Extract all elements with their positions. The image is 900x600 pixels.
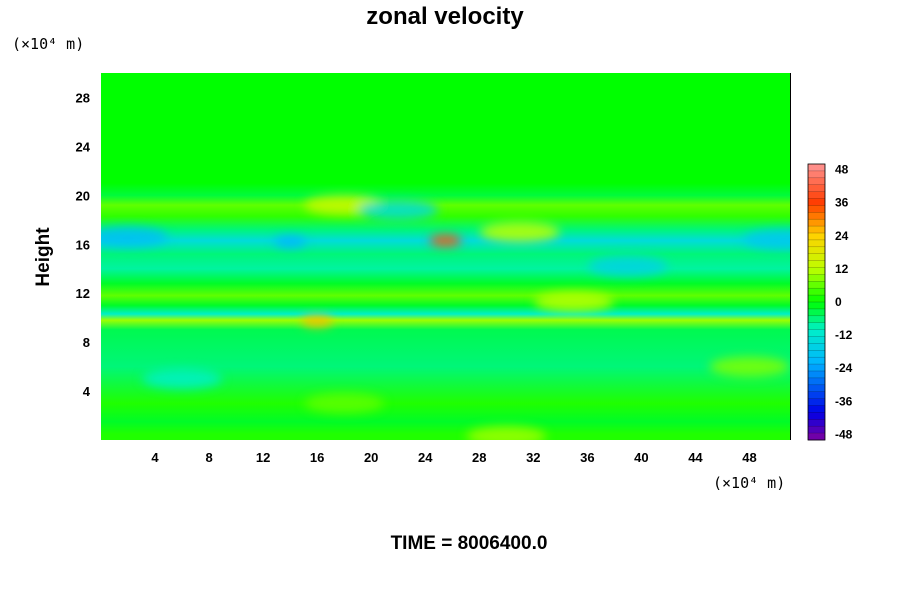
colorbar-tick-label: 12 — [835, 262, 849, 276]
colorbar-tick-label: -48 — [835, 427, 853, 441]
x-tick-label: 36 — [580, 450, 594, 465]
colorbar-cell — [808, 164, 825, 172]
colorbar-cell — [808, 233, 825, 241]
colorbar-cell — [808, 184, 825, 192]
velocity-feature — [587, 256, 668, 277]
colorbar-cell — [808, 260, 825, 268]
colorbar-cell — [808, 288, 825, 296]
colorbar-frame — [807, 163, 826, 441]
colorbar-cell — [808, 274, 825, 282]
colorbar-cell — [808, 329, 825, 337]
colorbar-cell — [808, 212, 825, 220]
y-tick-labels: 4 8 12 16 20 24 28 — [76, 90, 91, 399]
colorbar-cell — [808, 205, 825, 213]
colorbar-tick-label: 36 — [835, 196, 849, 210]
velocity-feature — [709, 356, 790, 377]
y-tick-label: 8 — [83, 335, 90, 350]
colorbar-cell — [808, 377, 825, 386]
colorbar-cell — [808, 239, 825, 248]
colorbar — [807, 163, 826, 441]
velocity-feature — [304, 393, 385, 414]
x-unit-label: (×10⁴ m) — [713, 474, 785, 492]
y-tick-label: 24 — [76, 139, 91, 154]
velocity-feature — [743, 229, 790, 250]
colorbar-cell — [808, 198, 825, 206]
colorbar-tick-label: 48 — [835, 163, 849, 177]
x-tick-label: 20 — [364, 450, 378, 465]
y-tick-label: 12 — [76, 286, 90, 301]
velocity-feature — [358, 200, 439, 221]
velocity-feature — [479, 222, 560, 243]
velocity-feature — [466, 426, 547, 440]
x-tick-label: 8 — [205, 450, 212, 465]
colorbar-cell — [808, 364, 825, 372]
velocity-features — [101, 195, 790, 440]
y-axis-label: Height — [33, 227, 54, 287]
colorbar-tick-label: -24 — [835, 361, 853, 375]
colorbar-cell — [808, 302, 825, 310]
colorbar-tick-label: 24 — [835, 229, 849, 243]
colorbar-cell — [808, 384, 825, 392]
velocity-feature — [101, 226, 169, 247]
colorbar-cell — [808, 336, 825, 344]
colorbar-cell — [808, 253, 825, 261]
colorbar-cell — [808, 308, 825, 317]
colorbar-tick-label: -12 — [835, 328, 853, 342]
colorbar-tick-label: 0 — [835, 295, 842, 309]
colorbar-cell — [808, 191, 825, 199]
y-tick-label: 20 — [76, 188, 90, 203]
time-label: TIME = 8006400.0 — [391, 533, 548, 554]
colorbar-cell — [808, 419, 825, 427]
plot-area — [101, 73, 790, 440]
x-tick-label: 28 — [472, 450, 486, 465]
colorbar-cell — [808, 246, 825, 254]
x-tick-label: 16 — [310, 450, 324, 465]
x-tick-labels: 4 8 12 16 20 24 28 32 36 40 44 48 — [151, 450, 756, 465]
colorbar-cell — [808, 315, 825, 323]
y-unit-label: (×10⁴ m) — [12, 35, 84, 53]
colorbar-cell — [808, 371, 825, 379]
colorbar-cell — [808, 267, 825, 275]
x-tick-label: 32 — [526, 450, 540, 465]
velocity-feature — [274, 235, 307, 248]
colorbar-cell — [808, 391, 825, 399]
colorbar-cell — [808, 433, 825, 441]
x-tick-label: 12 — [256, 450, 270, 465]
colorbar-cell — [808, 177, 825, 185]
x-tick-label: 24 — [418, 450, 433, 465]
colorbar-tick-label: -36 — [835, 394, 853, 408]
x-tick-label: 40 — [634, 450, 648, 465]
colorbar-cell — [808, 281, 825, 289]
colorbar-cell — [808, 295, 825, 303]
colorbar-cell — [808, 226, 825, 234]
colorbar-cell — [808, 350, 825, 358]
velocity-feature — [142, 368, 223, 389]
y-tick-label: 4 — [83, 384, 91, 399]
colorbar-cell — [808, 412, 825, 420]
colorbar-cell — [808, 219, 825, 227]
colorbar-cell — [808, 170, 825, 179]
colorbar-cell — [808, 343, 825, 351]
colorbar-cell — [808, 426, 825, 434]
velocity-feature — [533, 291, 614, 312]
velocity-feature — [429, 234, 462, 247]
colorbar-cell — [808, 322, 825, 330]
velocity-feature — [301, 315, 334, 328]
chart-title: zonal velocity — [366, 3, 524, 30]
x-tick-label: 48 — [742, 450, 756, 465]
y-tick-label: 28 — [76, 90, 90, 105]
colorbar-cell — [808, 357, 825, 365]
colorbar-cell — [808, 398, 825, 406]
colorbar-cell — [808, 405, 825, 413]
x-tick-label: 44 — [688, 450, 703, 465]
x-tick-label: 4 — [151, 450, 159, 465]
colorbar-tick-labels: 48 36 24 12 0 -12 -24 -36 -48 — [835, 163, 853, 442]
y-tick-label: 16 — [76, 237, 90, 252]
